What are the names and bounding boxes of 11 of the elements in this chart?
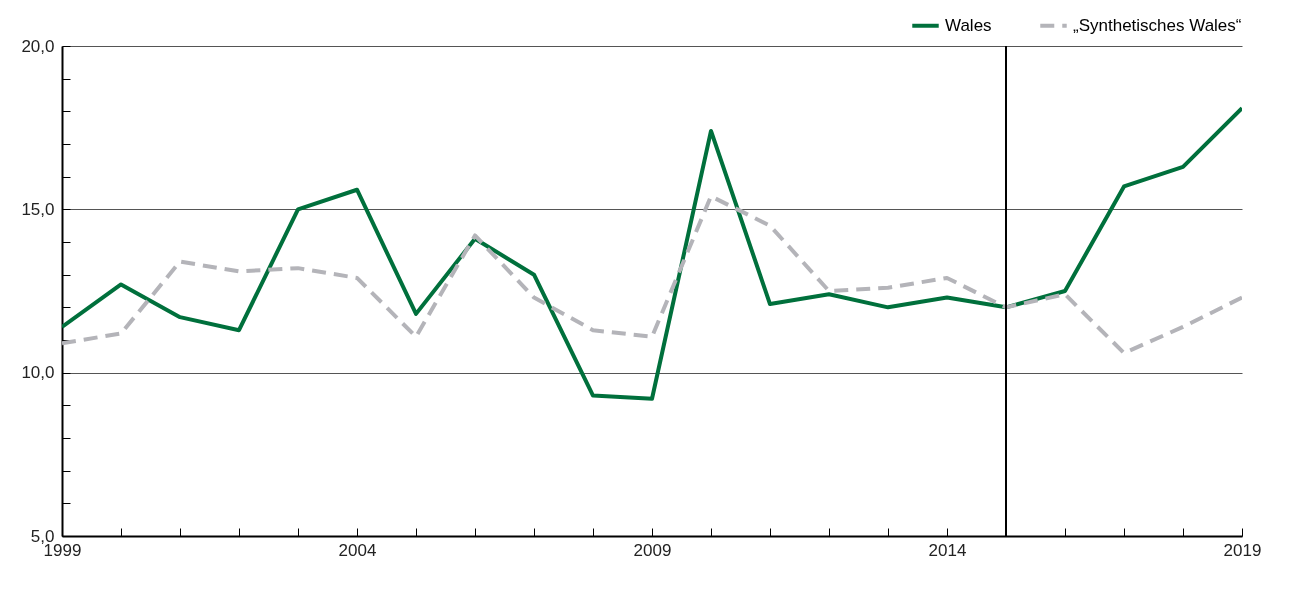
y-tick-label: 10,0: [21, 363, 55, 383]
line-series: [62, 106, 1242, 401]
x-tick-label: 2004: [338, 540, 377, 560]
x-tick-label: 2014: [928, 540, 967, 560]
x-tick-label: 2009: [633, 540, 672, 560]
y-tick-label: 15,0: [21, 199, 55, 219]
legend-label: Wales: [945, 15, 992, 35]
legend-label: „Synthetisches Wales“: [1073, 15, 1242, 35]
x-tick-label: 2019: [1223, 540, 1262, 560]
line-series: [62, 194, 1242, 356]
y-tick-label: 20,0: [21, 36, 55, 56]
